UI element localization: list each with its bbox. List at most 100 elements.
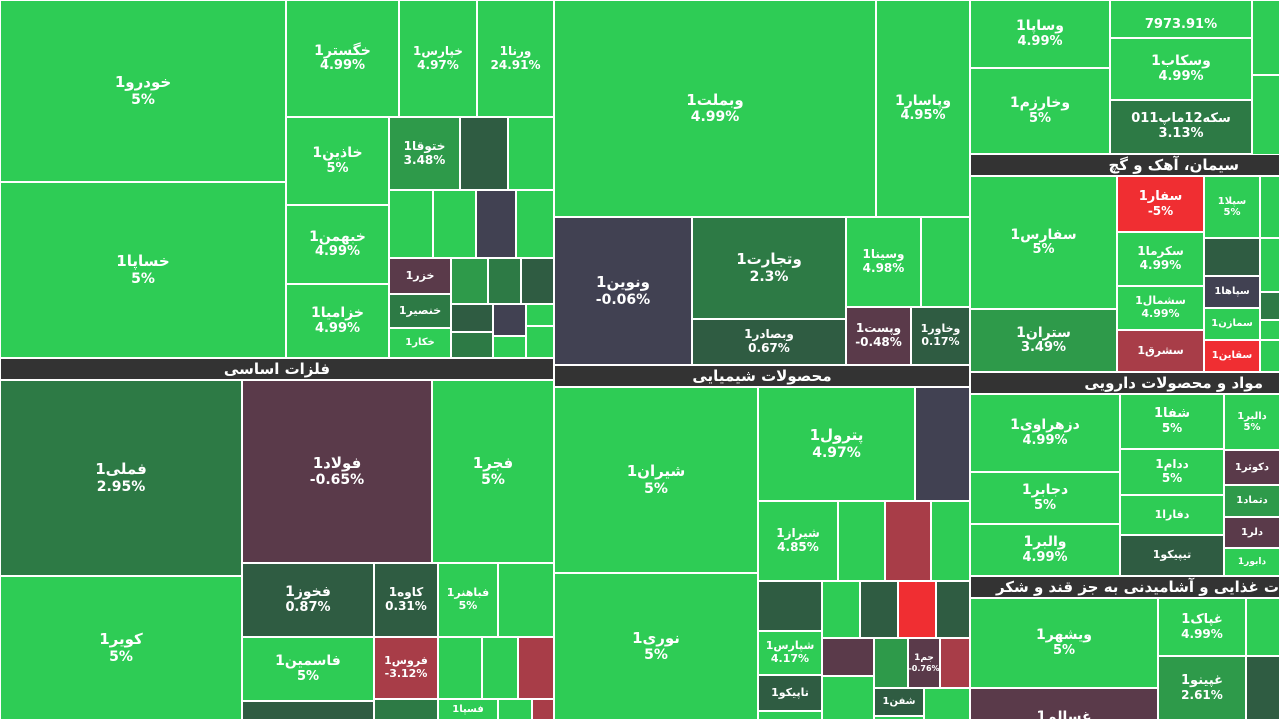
treemap-tile-skerma[interactable]: سکرما1 4.99% (1117, 232, 1204, 286)
treemap-tile-small[interactable] (488, 258, 521, 304)
treemap-tile-small[interactable] (758, 711, 822, 720)
treemap-tile-vnovin[interactable]: ونوین1 -0.06% (554, 217, 692, 365)
treemap-tile-petrol[interactable]: پترول1 4.97% (758, 387, 915, 501)
treemap-tile-small[interactable] (1260, 340, 1280, 372)
treemap-tile-dtamad[interactable]: دتماد1 (1224, 485, 1280, 517)
treemap-tile-fund[interactable]: 7973.91% (1110, 0, 1252, 38)
treemap-tile-small[interactable] (451, 258, 488, 304)
treemap-tile-small[interactable] (936, 581, 970, 638)
treemap-tile-khnasir[interactable]: خنصیر1 (389, 294, 451, 328)
treemap-tile-small[interactable] (915, 387, 970, 501)
treemap-tile-small[interactable] (940, 638, 970, 688)
treemap-tile-shpars[interactable]: شپارس1 4.17% (758, 631, 822, 675)
treemap-tile-vsapa[interactable]: وساپا1 4.99% (970, 0, 1110, 68)
treemap-tile-khazar[interactable]: خزر1 (389, 258, 451, 294)
treemap-tile-khgostar[interactable]: خگستر1 4.99% (286, 0, 399, 117)
treemap-tile-small[interactable] (885, 501, 931, 581)
treemap-tile-fkhooz[interactable]: فخوز1 0.87% (242, 563, 374, 637)
treemap-tile-small[interactable] (1252, 0, 1280, 75)
treemap-tile-fasmin[interactable]: فاسمین1 5% (242, 637, 374, 701)
treemap-tile-vtejarat[interactable]: وتجارت1 2.3% (692, 217, 846, 319)
treemap-tile-vbsader[interactable]: وبصادر1 0.67% (692, 319, 846, 365)
treemap-tile-small[interactable] (526, 326, 554, 358)
treemap-tile-small[interactable] (460, 117, 508, 190)
treemap-tile-khtoqa[interactable]: ختوقا1 3.48% (389, 117, 460, 190)
treemap-tile-dabour[interactable]: دابور1 (1224, 548, 1280, 576)
treemap-tile-fbahonar[interactable]: فباهنر1 5% (438, 563, 498, 637)
treemap-tile-small[interactable] (482, 637, 518, 699)
treemap-tile-sshomal[interactable]: سشمال1 4.99% (1117, 286, 1204, 330)
treemap-tile-small[interactable] (1260, 292, 1280, 320)
treemap-tile-sfar[interactable]: سفار1 -5% (1117, 176, 1204, 232)
treemap-tile-vpasar[interactable]: وپاسار1 4.95% (876, 0, 970, 217)
treemap-tile-small[interactable] (493, 336, 526, 358)
treemap-tile-small[interactable] (931, 501, 970, 581)
treemap-tile-shafan[interactable]: شفن1 (874, 688, 924, 716)
treemap-tile-spaha[interactable]: سپاها1 (1204, 276, 1260, 308)
treemap-tile-fespa[interactable]: فسپا1 (438, 699, 498, 720)
treemap-tile-small[interactable] (921, 217, 970, 307)
treemap-tile-small[interactable] (1246, 598, 1280, 656)
treemap-tile-djaber[interactable]: دجابر1 5% (970, 472, 1120, 524)
treemap-tile-stran[interactable]: ستران1 3.49% (970, 309, 1117, 372)
treemap-tile-small[interactable] (532, 699, 554, 720)
treemap-tile-sghaen[interactable]: سقاین1 (1204, 340, 1260, 372)
treemap-tile-small[interactable] (1260, 238, 1280, 292)
treemap-tile-ghsalem[interactable]: غسالم1 (970, 688, 1158, 720)
treemap-tile-sshargh[interactable]: سشرق1 (1117, 330, 1204, 372)
treemap-tile-small[interactable] (874, 638, 908, 688)
treemap-tile-khazin[interactable]: خاذین1 5% (286, 117, 389, 205)
treemap-tile-small[interactable] (898, 581, 936, 638)
treemap-tile-kavir[interactable]: کویر1 5% (0, 576, 242, 720)
treemap-tile-valber[interactable]: والبر1 4.99% (970, 524, 1120, 576)
treemap-tile-small[interactable] (838, 501, 885, 581)
treemap-tile-small[interactable] (1252, 75, 1280, 155)
treemap-tile-ghpino[interactable]: غپینو1 2.61% (1158, 656, 1246, 720)
treemap-tile-noori[interactable]: نوری1 5% (554, 573, 758, 720)
treemap-tile-small[interactable] (822, 581, 860, 638)
treemap-tile-dkosar[interactable]: دکوثر1 (1224, 450, 1280, 485)
treemap-tile-ddam[interactable]: ددام1 5% (1120, 449, 1224, 495)
treemap-tile-dzahravi[interactable]: دزهراوی1 4.99% (970, 394, 1120, 472)
treemap-tile-small[interactable] (1260, 320, 1280, 340)
treemap-tile-ghpak[interactable]: غپاک1 4.99% (1158, 598, 1246, 656)
treemap-tile-khbahman[interactable]: خبهمن1 4.99% (286, 205, 389, 284)
treemap-tile-vskab[interactable]: وسکاب1 4.99% (1110, 38, 1252, 100)
treemap-tile-shiran[interactable]: شیران1 5% (554, 387, 758, 573)
treemap-tile-shiraz[interactable]: شیراز1 4.85% (758, 501, 838, 581)
treemap-tile-faroos[interactable]: فروس1 -3.12% (374, 637, 438, 699)
treemap-tile-vbmellat[interactable]: وبملت1 4.99% (554, 0, 876, 217)
treemap-tile-small[interactable] (508, 117, 554, 190)
treemap-tile-small[interactable] (526, 304, 554, 326)
treemap-tile-small[interactable] (242, 701, 374, 720)
treemap-tile-small[interactable] (521, 258, 554, 304)
treemap-tile-tapiko[interactable]: تاپیکو1 (758, 675, 822, 711)
treemap-tile-small[interactable] (874, 716, 924, 720)
treemap-tile-dfara[interactable]: دفارا1 (1120, 495, 1224, 535)
treemap-tile-sekeh[interactable]: سکه12ماپ011 3.13% (1110, 100, 1252, 154)
treemap-tile-small[interactable] (860, 581, 898, 638)
treemap-tile-khsapa[interactable]: خساپا1 5% (0, 182, 286, 358)
treemap-tile-small[interactable] (518, 637, 554, 699)
treemap-tile-small[interactable] (451, 304, 493, 332)
treemap-tile-vbshahr[interactable]: ویشهر1 5% (970, 598, 1158, 688)
treemap-tile-vkhavar[interactable]: وخاور1 0.17% (911, 307, 970, 365)
treemap-tile-sfars[interactable]: سفارس1 5% (970, 176, 1117, 309)
treemap-tile-vkharazm[interactable]: وخارزم1 5% (970, 68, 1110, 154)
treemap-tile-spela[interactable]: سپلا1 5% (1204, 176, 1260, 238)
treemap-tile-shafa[interactable]: شفا1 5% (1120, 394, 1224, 449)
treemap-tile-kaveh[interactable]: کاوه1 0.31% (374, 563, 438, 637)
treemap-tile-small[interactable] (1260, 176, 1280, 238)
treemap-tile-dalber[interactable]: دالبر1 5% (1224, 394, 1280, 450)
treemap-tile-small[interactable] (389, 190, 433, 258)
treemap-tile-small[interactable] (498, 699, 532, 720)
treemap-tile-foolad[interactable]: فولاد1 -0.65% (242, 380, 432, 563)
treemap-tile-smazen[interactable]: سمازن1 (1204, 308, 1260, 340)
treemap-tile-khzamia[interactable]: خزامیا1 4.99% (286, 284, 389, 358)
treemap-tile-small[interactable] (433, 190, 476, 258)
treemap-tile-small[interactable] (438, 637, 482, 699)
treemap-tile-small[interactable] (374, 699, 438, 720)
treemap-tile-small[interactable] (822, 676, 874, 720)
treemap-tile-jam[interactable]: جم1 -0.76% (908, 638, 940, 688)
treemap-tile-vpost[interactable]: وپست1 -0.48% (846, 307, 911, 365)
